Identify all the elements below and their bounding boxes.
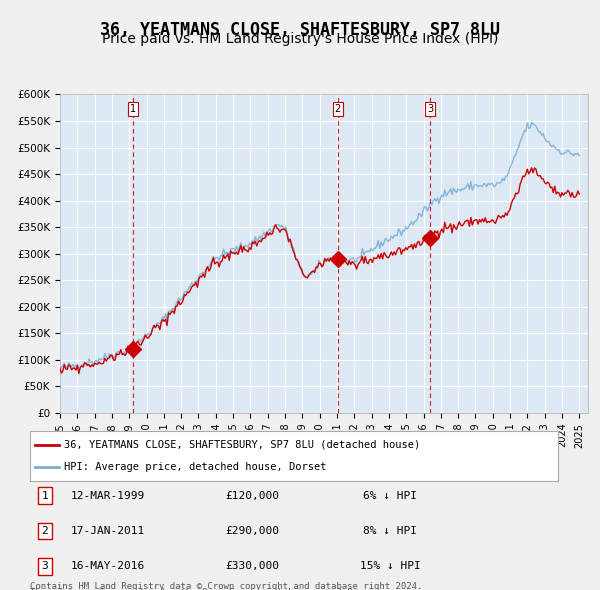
Text: Contains HM Land Registry data © Crown copyright and database right 2024.: Contains HM Land Registry data © Crown c… xyxy=(30,582,422,590)
Text: This data is licensed under the Open Government Licence v3.0.: This data is licensed under the Open Gov… xyxy=(30,588,358,590)
Text: 3: 3 xyxy=(41,562,49,571)
Text: 2: 2 xyxy=(335,104,341,114)
Text: 2: 2 xyxy=(41,526,49,536)
Text: 6% ↓ HPI: 6% ↓ HPI xyxy=(363,491,417,500)
Text: HPI: Average price, detached house, Dorset: HPI: Average price, detached house, Dors… xyxy=(64,462,327,472)
Text: 17-JAN-2011: 17-JAN-2011 xyxy=(71,526,145,536)
Text: 1: 1 xyxy=(130,104,136,114)
Text: 3: 3 xyxy=(427,104,433,114)
Text: 1: 1 xyxy=(41,491,49,500)
Text: 16-MAY-2016: 16-MAY-2016 xyxy=(71,562,145,571)
Text: £290,000: £290,000 xyxy=(225,526,279,536)
Text: £330,000: £330,000 xyxy=(225,562,279,571)
Text: 36, YEATMANS CLOSE, SHAFTESBURY, SP7 8LU: 36, YEATMANS CLOSE, SHAFTESBURY, SP7 8LU xyxy=(100,21,500,39)
Text: 36, YEATMANS CLOSE, SHAFTESBURY, SP7 8LU (detached house): 36, YEATMANS CLOSE, SHAFTESBURY, SP7 8LU… xyxy=(64,440,421,450)
Text: £120,000: £120,000 xyxy=(225,491,279,500)
Text: 8% ↓ HPI: 8% ↓ HPI xyxy=(363,526,417,536)
Text: 12-MAR-1999: 12-MAR-1999 xyxy=(71,491,145,500)
Text: Price paid vs. HM Land Registry's House Price Index (HPI): Price paid vs. HM Land Registry's House … xyxy=(102,32,498,47)
Text: 15% ↓ HPI: 15% ↓ HPI xyxy=(359,562,421,571)
